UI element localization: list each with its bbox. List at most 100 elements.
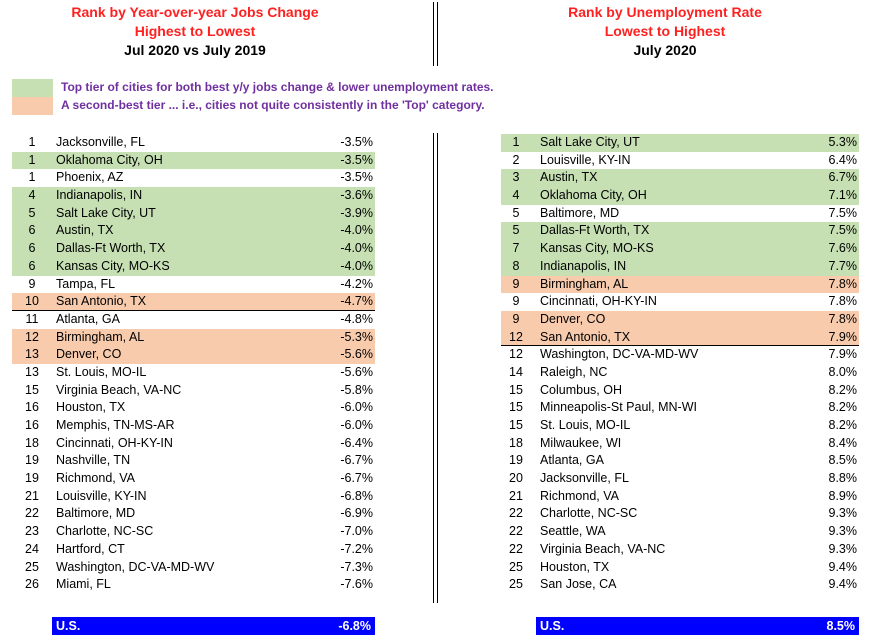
table-row: 26 Miami, FL -7.6%: [12, 576, 375, 594]
value-cell: -7.6%: [340, 577, 373, 592]
rank-cell: 19: [25, 453, 39, 468]
value-cell: 6.7%: [828, 170, 858, 185]
rank-cell: 14: [509, 364, 523, 379]
city-cell: Denver, CO: [56, 347, 122, 362]
rank-cell: 9: [512, 276, 520, 291]
right-title-line1: Rank by Unemployment Rate: [568, 4, 762, 20]
value-cell: 7.5%: [828, 223, 858, 238]
rank-cell: 21: [25, 488, 39, 503]
value-cell: 7.9%: [828, 329, 858, 344]
rank-cell: 9: [28, 276, 36, 291]
rank-cell: 6: [28, 258, 36, 273]
center-divider-bottom-b: [437, 133, 438, 603]
value-cell: -7.0%: [340, 524, 373, 539]
value-cell: -7.3%: [340, 559, 373, 574]
city-cell: Birmingham, AL: [56, 329, 145, 344]
rank-cell: 10: [25, 294, 39, 309]
city-cell: Austin, TX: [56, 223, 114, 238]
table-row: 6 Dallas-Ft Worth, TX -4.0%: [12, 240, 375, 258]
table-row: 22 Charlotte, NC-SC 9.3%: [501, 505, 859, 523]
value-cell: -6.7%: [340, 453, 373, 468]
value-cell: 7.5%: [828, 205, 858, 220]
table-row: 15 Minneapolis-St Paul, MN-WI 8.2%: [501, 399, 859, 417]
city-cell: Kansas City, MO-KS: [56, 258, 170, 273]
value-cell: 8.2%: [828, 382, 858, 397]
city-cell: Hartford, CT: [56, 541, 125, 556]
legend-top-tier-label: Top tier of cities for both best y/y job…: [61, 80, 494, 94]
table-row: 22 Baltimore, MD -6.9%: [12, 505, 375, 523]
city-cell: Dallas-Ft Worth, TX: [56, 241, 166, 256]
rank-cell: 16: [25, 400, 39, 415]
rank-cell: 22: [25, 506, 39, 521]
rank-cell: 6: [28, 223, 36, 238]
rank-cell: 1: [28, 135, 36, 149]
city-cell: Cincinnati, OH-KY-IN: [56, 435, 173, 450]
rank-cell: 26: [25, 577, 39, 592]
table-row: 25 Washington, DC-VA-MD-WV -7.3%: [12, 559, 375, 577]
city-cell: Louisville, KY-IN: [56, 488, 147, 503]
value-cell: 7.8%: [828, 311, 858, 326]
table-row: 7 Kansas City, MO-KS 7.6%: [501, 240, 859, 258]
table-row: 5 Dallas-Ft Worth, TX 7.5%: [501, 222, 859, 241]
value-cell: 7.6%: [828, 241, 858, 256]
value-cell: 8.0%: [828, 364, 858, 379]
city-cell: Charlotte, NC-SC: [56, 524, 154, 539]
table-row: 9 Tampa, FL -4.2%: [12, 276, 375, 294]
city-cell: Phoenix, AZ: [56, 170, 124, 185]
rank-cell: 15: [509, 382, 523, 397]
table-row: 15 St. Louis, MO-IL 8.2%: [501, 417, 859, 435]
value-cell: -3.5%: [340, 152, 373, 167]
rank-cell: 12: [25, 329, 39, 344]
value-cell: -6.9%: [340, 506, 373, 521]
table-row: 25 Houston, TX 9.4%: [501, 559, 859, 577]
city-cell: Indianapolis, IN: [56, 188, 143, 203]
city-cell: Tampa, FL: [56, 276, 116, 291]
table-row: 1 Jacksonville, FL -3.5%: [12, 134, 375, 152]
table-row: 16 Memphis, TN-MS-AR -6.0%: [12, 417, 375, 435]
rank-cell: 1: [512, 135, 520, 149]
legend-second-tier: A second-best tier ... i.e., cities not …: [12, 97, 485, 115]
us-total-label: U.S.: [540, 619, 565, 633]
value-cell: 9.4%: [828, 577, 858, 592]
jobs-change-table: 1 Jacksonville, FL -3.5% 1 Oklahoma City, OH…: [12, 134, 375, 594]
table-row: 18 Milwaukee, WI 8.4%: [501, 435, 859, 453]
table-row: 12 San Antonio, TX 7.9%: [501, 328, 859, 347]
city-cell: Cincinnati, OH-KY-IN: [540, 294, 657, 309]
rank-cell: 25: [509, 559, 523, 574]
value-cell: -4.7%: [340, 294, 373, 309]
city-cell: Atlanta, GA: [540, 453, 604, 468]
rank-cell: 6: [28, 241, 36, 256]
value-cell: 8.4%: [828, 435, 858, 450]
value-cell: -5.8%: [340, 382, 373, 397]
value-cell: -6.4%: [340, 435, 373, 450]
city-cell: San Antonio, TX: [540, 329, 631, 344]
city-cell: Minneapolis-St Paul, MN-WI: [540, 400, 697, 415]
city-cell: Oklahoma City, OH: [540, 188, 647, 203]
rank-cell: 12: [509, 347, 523, 362]
rank-cell: 15: [509, 400, 523, 415]
value-cell: 7.7%: [828, 258, 858, 273]
value-cell: -6.7%: [340, 471, 373, 486]
city-cell: St. Louis, MO-IL: [540, 418, 631, 432]
city-cell: Virginia Beach, VA-NC: [56, 382, 182, 397]
value-cell: 7.9%: [828, 347, 858, 362]
value-cell: -4.0%: [340, 258, 373, 273]
city-cell: Richmond, VA: [540, 488, 619, 503]
table-row: 19 Richmond, VA -6.7%: [12, 470, 375, 488]
table-row: 13 St. Louis, MO-IL -5.6%: [12, 364, 375, 382]
city-cell: Indianapolis, IN: [540, 258, 627, 273]
city-cell: Nashville, TN: [56, 453, 131, 468]
city-cell: San Antonio, TX: [56, 294, 147, 309]
rank-cell: 23: [25, 524, 39, 539]
value-cell: -3.5%: [340, 170, 373, 185]
table-row: 5 Baltimore, MD 7.5%: [501, 205, 859, 223]
city-cell: Jacksonville, FL: [56, 135, 145, 149]
rank-cell: 19: [25, 471, 39, 486]
city-cell: Virginia Beach, VA-NC: [540, 541, 666, 556]
table-row: 1 Oklahoma City, OH -3.5%: [12, 151, 375, 170]
left-title-line1: Rank by Year-over-year Jobs Change: [71, 4, 319, 20]
value-cell: 8.9%: [828, 488, 858, 503]
table-row: 21 Louisville, KY-IN -6.8%: [12, 488, 375, 506]
value-cell: -3.6%: [340, 188, 373, 203]
table-row: 9 Cincinnati, OH-KY-IN 7.8%: [501, 293, 859, 311]
